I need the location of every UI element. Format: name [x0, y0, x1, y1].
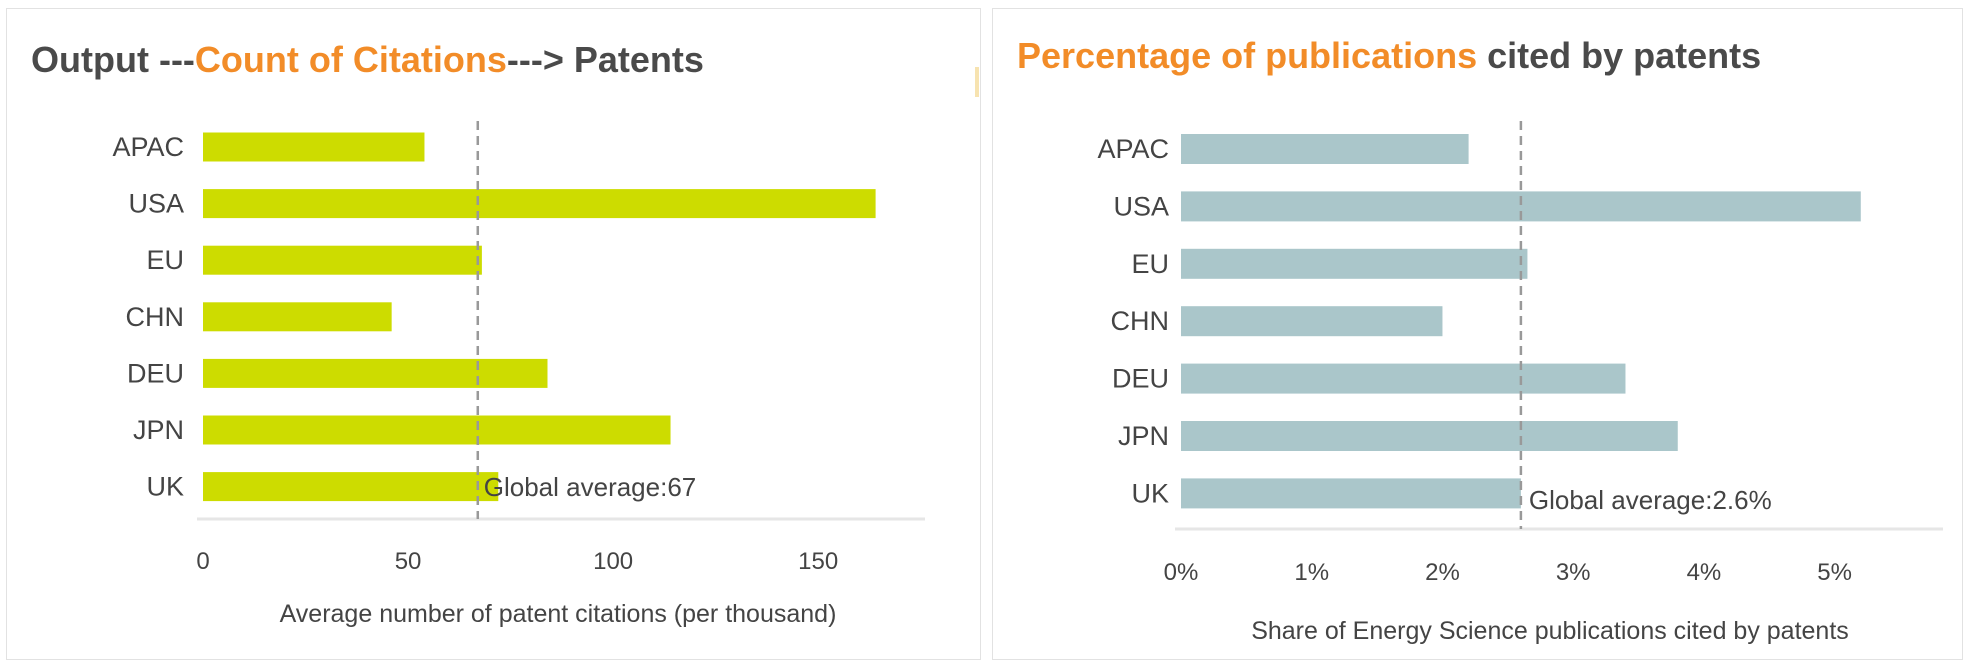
x-tick-label: 0: [196, 548, 209, 575]
category-label-apac: APAC: [112, 132, 184, 162]
global-average-label: Global average:67: [484, 472, 696, 502]
bar-usa: [203, 189, 876, 219]
title-text: ---> Patents: [506, 39, 704, 80]
global-average-label: Global average:2.6%: [1529, 485, 1772, 515]
category-label-jpn: JPN: [1118, 421, 1169, 451]
bar-deu: [1181, 363, 1626, 394]
bar-eu: [1181, 248, 1528, 279]
category-label-eu: EU: [146, 245, 184, 275]
chart-title: Output ---Count of Citations---> Patents: [31, 39, 704, 81]
x-tick-label: 50: [395, 548, 422, 575]
bar-uk: [1181, 478, 1521, 509]
x-tick-label: 100: [593, 548, 633, 575]
x-axis-title: Average number of patent citations (per …: [280, 600, 837, 628]
x-tick-label: 150: [798, 548, 838, 575]
x-tick-label: 5%: [1817, 559, 1852, 586]
category-label-deu: DEU: [1112, 364, 1169, 394]
bar-jpn: [1181, 421, 1678, 451]
x-tick-label: 2%: [1425, 559, 1460, 586]
x-axis-title: Share of Energy Science publications cit…: [1251, 617, 1849, 645]
chart-panel-percentage: Percentage of publications cited by pate…: [992, 8, 1963, 660]
x-tick-label: 1%: [1294, 559, 1329, 586]
category-label-uk: UK: [146, 472, 184, 502]
bar-apac: [203, 132, 425, 162]
category-label-chn: CHN: [126, 302, 185, 332]
bar-apac: [1181, 134, 1469, 164]
bar-jpn: [203, 415, 671, 445]
bar-uk: [203, 472, 499, 502]
title-highlight: Percentage of publications: [1017, 35, 1478, 76]
percentage-bar-chart: APAC USA EU CHN DEU JPN UK Global average:2.6% 0…: [1097, 121, 1943, 645]
category-label-deu: DEU: [127, 358, 184, 388]
x-tick-label: 4%: [1687, 559, 1722, 586]
chart-title: Percentage of publications cited by pate…: [1017, 35, 1761, 77]
x-tick-label: 3%: [1556, 559, 1591, 586]
bar-eu: [203, 245, 482, 275]
category-label-uk: UK: [1131, 478, 1169, 508]
category-label-apac: APAC: [1097, 134, 1169, 164]
title-accent-mark: [975, 67, 979, 97]
category-label-jpn: JPN: [133, 415, 184, 445]
category-label-eu: EU: [1131, 249, 1169, 279]
title-highlight: Count of Citations: [194, 39, 507, 80]
category-label-usa: USA: [1113, 191, 1169, 221]
bar-deu: [203, 358, 548, 388]
x-tick-label: 0%: [1164, 559, 1199, 586]
bar-chn: [203, 302, 392, 332]
category-label-usa: USA: [128, 189, 184, 219]
citations-bar-chart: APAC USA EU CHN DEU JPN UK Global average:67 0 50…: [112, 121, 925, 628]
title-text: Output ---: [31, 39, 195, 80]
chart-panel-citations: Output ---Count of Citations---> Patents…: [6, 8, 981, 660]
title-text: cited by patents: [1477, 35, 1762, 76]
category-label-chn: CHN: [1111, 306, 1170, 336]
bar-chn: [1181, 306, 1443, 337]
